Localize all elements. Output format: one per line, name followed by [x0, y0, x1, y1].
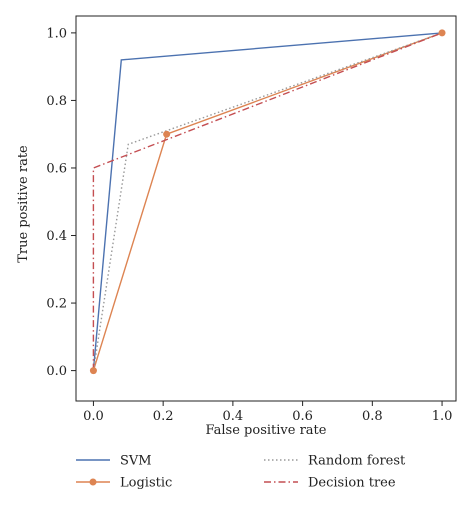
legend-item-random-forest: Random forest — [264, 454, 406, 469]
x-axis-ticks: 0.0 0.2 0.4 0.6 0.8 1.0 — [83, 401, 452, 424]
plot-frame — [75, 15, 457, 402]
series-markers — [89, 29, 446, 375]
y-tick-label: 1.0 — [46, 26, 67, 41]
series-line-decision-tree — [92, 32, 443, 371]
y-tick-label: 0.4 — [46, 229, 67, 244]
data-point-marker — [89, 367, 97, 375]
legend: SVM Logistic Random forest Decision tree — [76, 454, 406, 491]
x-tick-label: 0.6 — [292, 409, 313, 424]
x-tick-label: 0.2 — [153, 409, 174, 424]
y-tick-label: 0.0 — [46, 364, 67, 379]
x-tick-label: 0.0 — [83, 409, 104, 424]
y-axis-title: True positive rate — [16, 145, 31, 263]
legend-label: Logistic — [120, 476, 172, 491]
series-line-random-forest — [92, 32, 443, 371]
legend-item-svm: SVM — [76, 454, 152, 469]
legend-label: SVM — [120, 454, 152, 469]
x-tick-label: 0.4 — [223, 409, 244, 424]
y-tick-label: 0.6 — [46, 161, 67, 176]
legend-label: Decision tree — [308, 476, 396, 491]
series-lines — [92, 32, 443, 371]
data-point-marker — [438, 29, 446, 37]
y-tick-label: 0.8 — [46, 94, 67, 109]
series-line-logistic — [92, 32, 443, 371]
data-point-marker — [163, 130, 171, 138]
legend-item-logistic: Logistic — [76, 476, 172, 491]
x-tick-label: 1.0 — [432, 409, 453, 424]
legend-label: Random forest — [308, 454, 406, 469]
x-axis-title: False positive rate — [206, 423, 327, 438]
legend-item-decision-tree: Decision tree — [264, 476, 396, 491]
x-tick-label: 0.8 — [362, 409, 383, 424]
legend-marker — [89, 478, 97, 486]
y-tick-label: 0.2 — [46, 297, 67, 312]
series-line-svm — [92, 32, 443, 371]
y-axis-ticks: 0.0 0.2 0.4 0.6 0.8 1.0 — [46, 26, 76, 379]
